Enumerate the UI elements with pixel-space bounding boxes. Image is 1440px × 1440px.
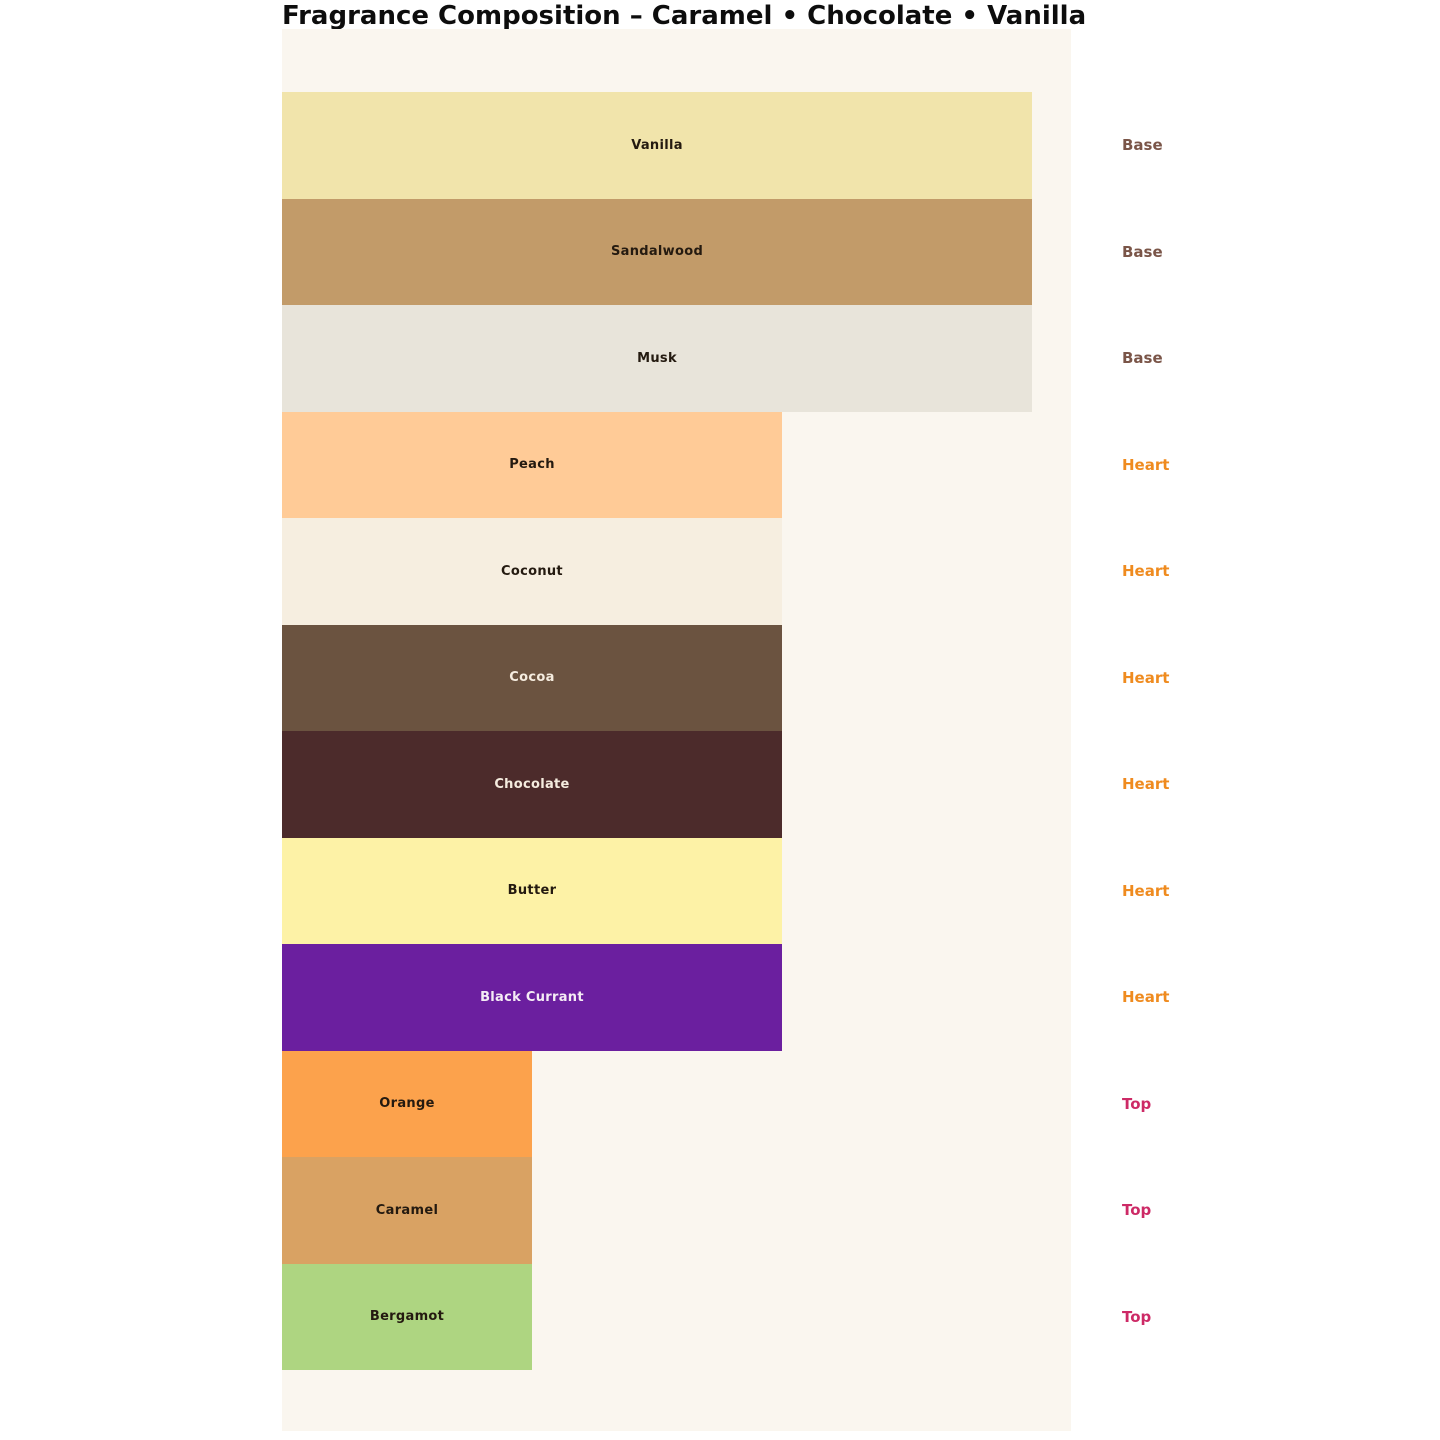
phase-label: Top	[1122, 1201, 1152, 1220]
bar-label: Black Currant	[480, 989, 584, 1005]
bar-label: Coconut	[501, 563, 563, 579]
phase-label: Top	[1122, 1094, 1152, 1113]
bar-row: Vanilla Base	[282, 92, 1163, 199]
phase-label: Top	[1122, 1307, 1152, 1326]
bar: Orange	[282, 1050, 533, 1157]
bar-row: Bergamot Top	[282, 1263, 1151, 1370]
phase-label: Heart	[1122, 988, 1170, 1007]
bars-container: Vanilla Base Sandalwood Base Musk Base P…	[282, 92, 1169, 1370]
bar: Musk	[282, 305, 1033, 412]
chart-title: Fragrance Composition – Caramel • Chocol…	[282, 1, 1087, 31]
phase-label: Base	[1122, 136, 1163, 155]
phase-label: Heart	[1122, 881, 1170, 900]
phase-label: Heart	[1122, 668, 1170, 687]
phase-label: Base	[1122, 349, 1163, 368]
bar: Vanilla	[282, 92, 1033, 199]
bar-label: Bergamot	[369, 1309, 445, 1325]
bar-label: Chocolate	[494, 776, 570, 792]
bar-row: Orange Top	[282, 1050, 1151, 1157]
phase-label: Heart	[1122, 562, 1170, 581]
bar: Sandalwood	[282, 198, 1033, 305]
bar-label: Caramel	[375, 1202, 439, 1218]
bar-row: Caramel Top	[282, 1157, 1151, 1264]
bar: Black Currant	[282, 944, 782, 1051]
bar-row: Black Currant Heart	[282, 944, 1169, 1051]
bar-row: Coconut Heart	[282, 518, 1169, 625]
bar: Peach	[282, 411, 782, 518]
bar-row: Chocolate Heart	[282, 731, 1169, 838]
bar-label: Musk	[637, 350, 677, 366]
bar-row: Butter Heart	[282, 837, 1169, 944]
bar-label: Vanilla	[631, 137, 683, 153]
phase-label: Heart	[1122, 455, 1170, 474]
phase-label: Base	[1122, 242, 1163, 261]
bar: Coconut	[282, 518, 782, 625]
bar-row: Musk Base	[282, 305, 1163, 412]
bar-label: Butter	[507, 883, 557, 899]
bar: Caramel	[282, 1157, 533, 1264]
bar-label: Sandalwood	[610, 244, 704, 260]
phase-label: Heart	[1122, 775, 1170, 794]
bar-label: Peach	[509, 457, 555, 473]
bar: Chocolate	[282, 731, 782, 838]
bar: Cocoa	[282, 624, 782, 731]
bar-row: Peach Heart	[282, 411, 1169, 518]
bar-label: Orange	[379, 1096, 435, 1112]
bar-row: Sandalwood Base	[282, 198, 1163, 305]
bar-label: Cocoa	[509, 670, 555, 686]
bar-row: Cocoa Heart	[282, 624, 1169, 731]
bar: Bergamot	[282, 1263, 533, 1370]
bar: Butter	[282, 837, 782, 944]
